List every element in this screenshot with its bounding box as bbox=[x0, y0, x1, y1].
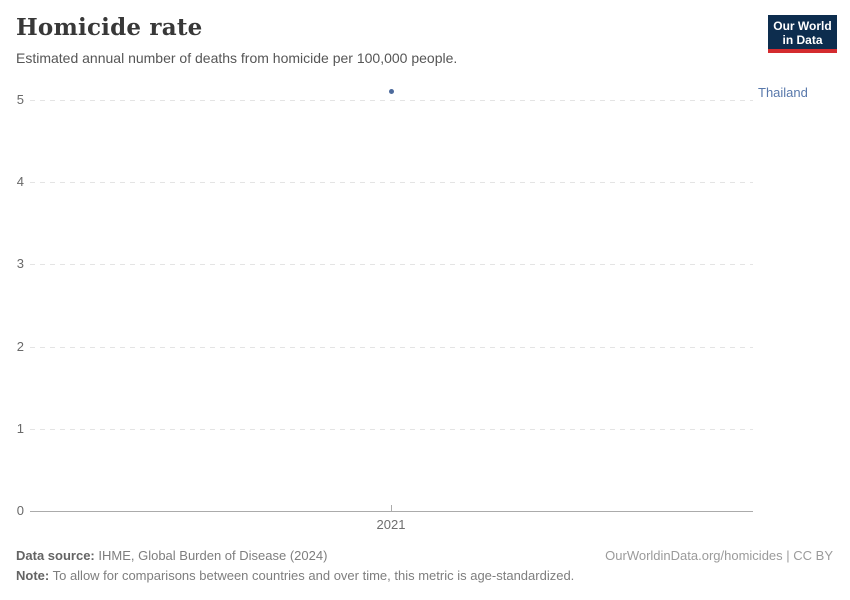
owid-logo-line2: in Data bbox=[782, 33, 823, 48]
y-tick-label: 5 bbox=[16, 92, 24, 107]
chart-footer: Data source: IHME, Global Burden of Dise… bbox=[16, 548, 833, 583]
data-source-text: IHME, Global Burden of Disease (2024) bbox=[94, 548, 328, 563]
chart-header: Homicide rate Estimated annual number of… bbox=[16, 14, 457, 66]
chart-subtitle: Estimated annual number of deaths from h… bbox=[16, 50, 458, 66]
y-tick-label: 2 bbox=[16, 338, 24, 354]
footer-link[interactable]: OurWorldinData.org/homicides | CC BY bbox=[605, 548, 833, 563]
y-tick-label: 1 bbox=[16, 420, 24, 436]
y-tick-label: 3 bbox=[16, 256, 24, 272]
y-gridline bbox=[30, 100, 753, 101]
y-gridline bbox=[30, 428, 753, 430]
note-line: Note: To allow for comparisons between c… bbox=[16, 568, 833, 583]
y-gridline bbox=[30, 346, 753, 348]
page-title: Homicide rate bbox=[16, 14, 203, 41]
owid-logo-line1: Our World bbox=[773, 19, 832, 33]
y-tick-label: 4 bbox=[16, 174, 24, 190]
x-tick-label: 2021 bbox=[376, 517, 406, 532]
data-point-thailand[interactable] bbox=[388, 89, 394, 95]
x-axis-line bbox=[30, 510, 753, 512]
data-source-line: Data source: IHME, Global Burden of Dise… bbox=[16, 548, 327, 563]
note-label: Note: bbox=[16, 568, 50, 583]
y-tick-label: 0 bbox=[16, 503, 24, 518]
y-gridline bbox=[30, 264, 753, 266]
y-gridline bbox=[30, 182, 753, 184]
data-source-label: Data source: bbox=[16, 548, 95, 563]
x-tick-mark bbox=[391, 505, 392, 511]
note-text: To allow for comparisons between countri… bbox=[49, 568, 575, 583]
entity-label-thailand[interactable]: Thailand bbox=[758, 84, 808, 100]
owid-logo[interactable]: Our World in Data bbox=[768, 15, 837, 53]
